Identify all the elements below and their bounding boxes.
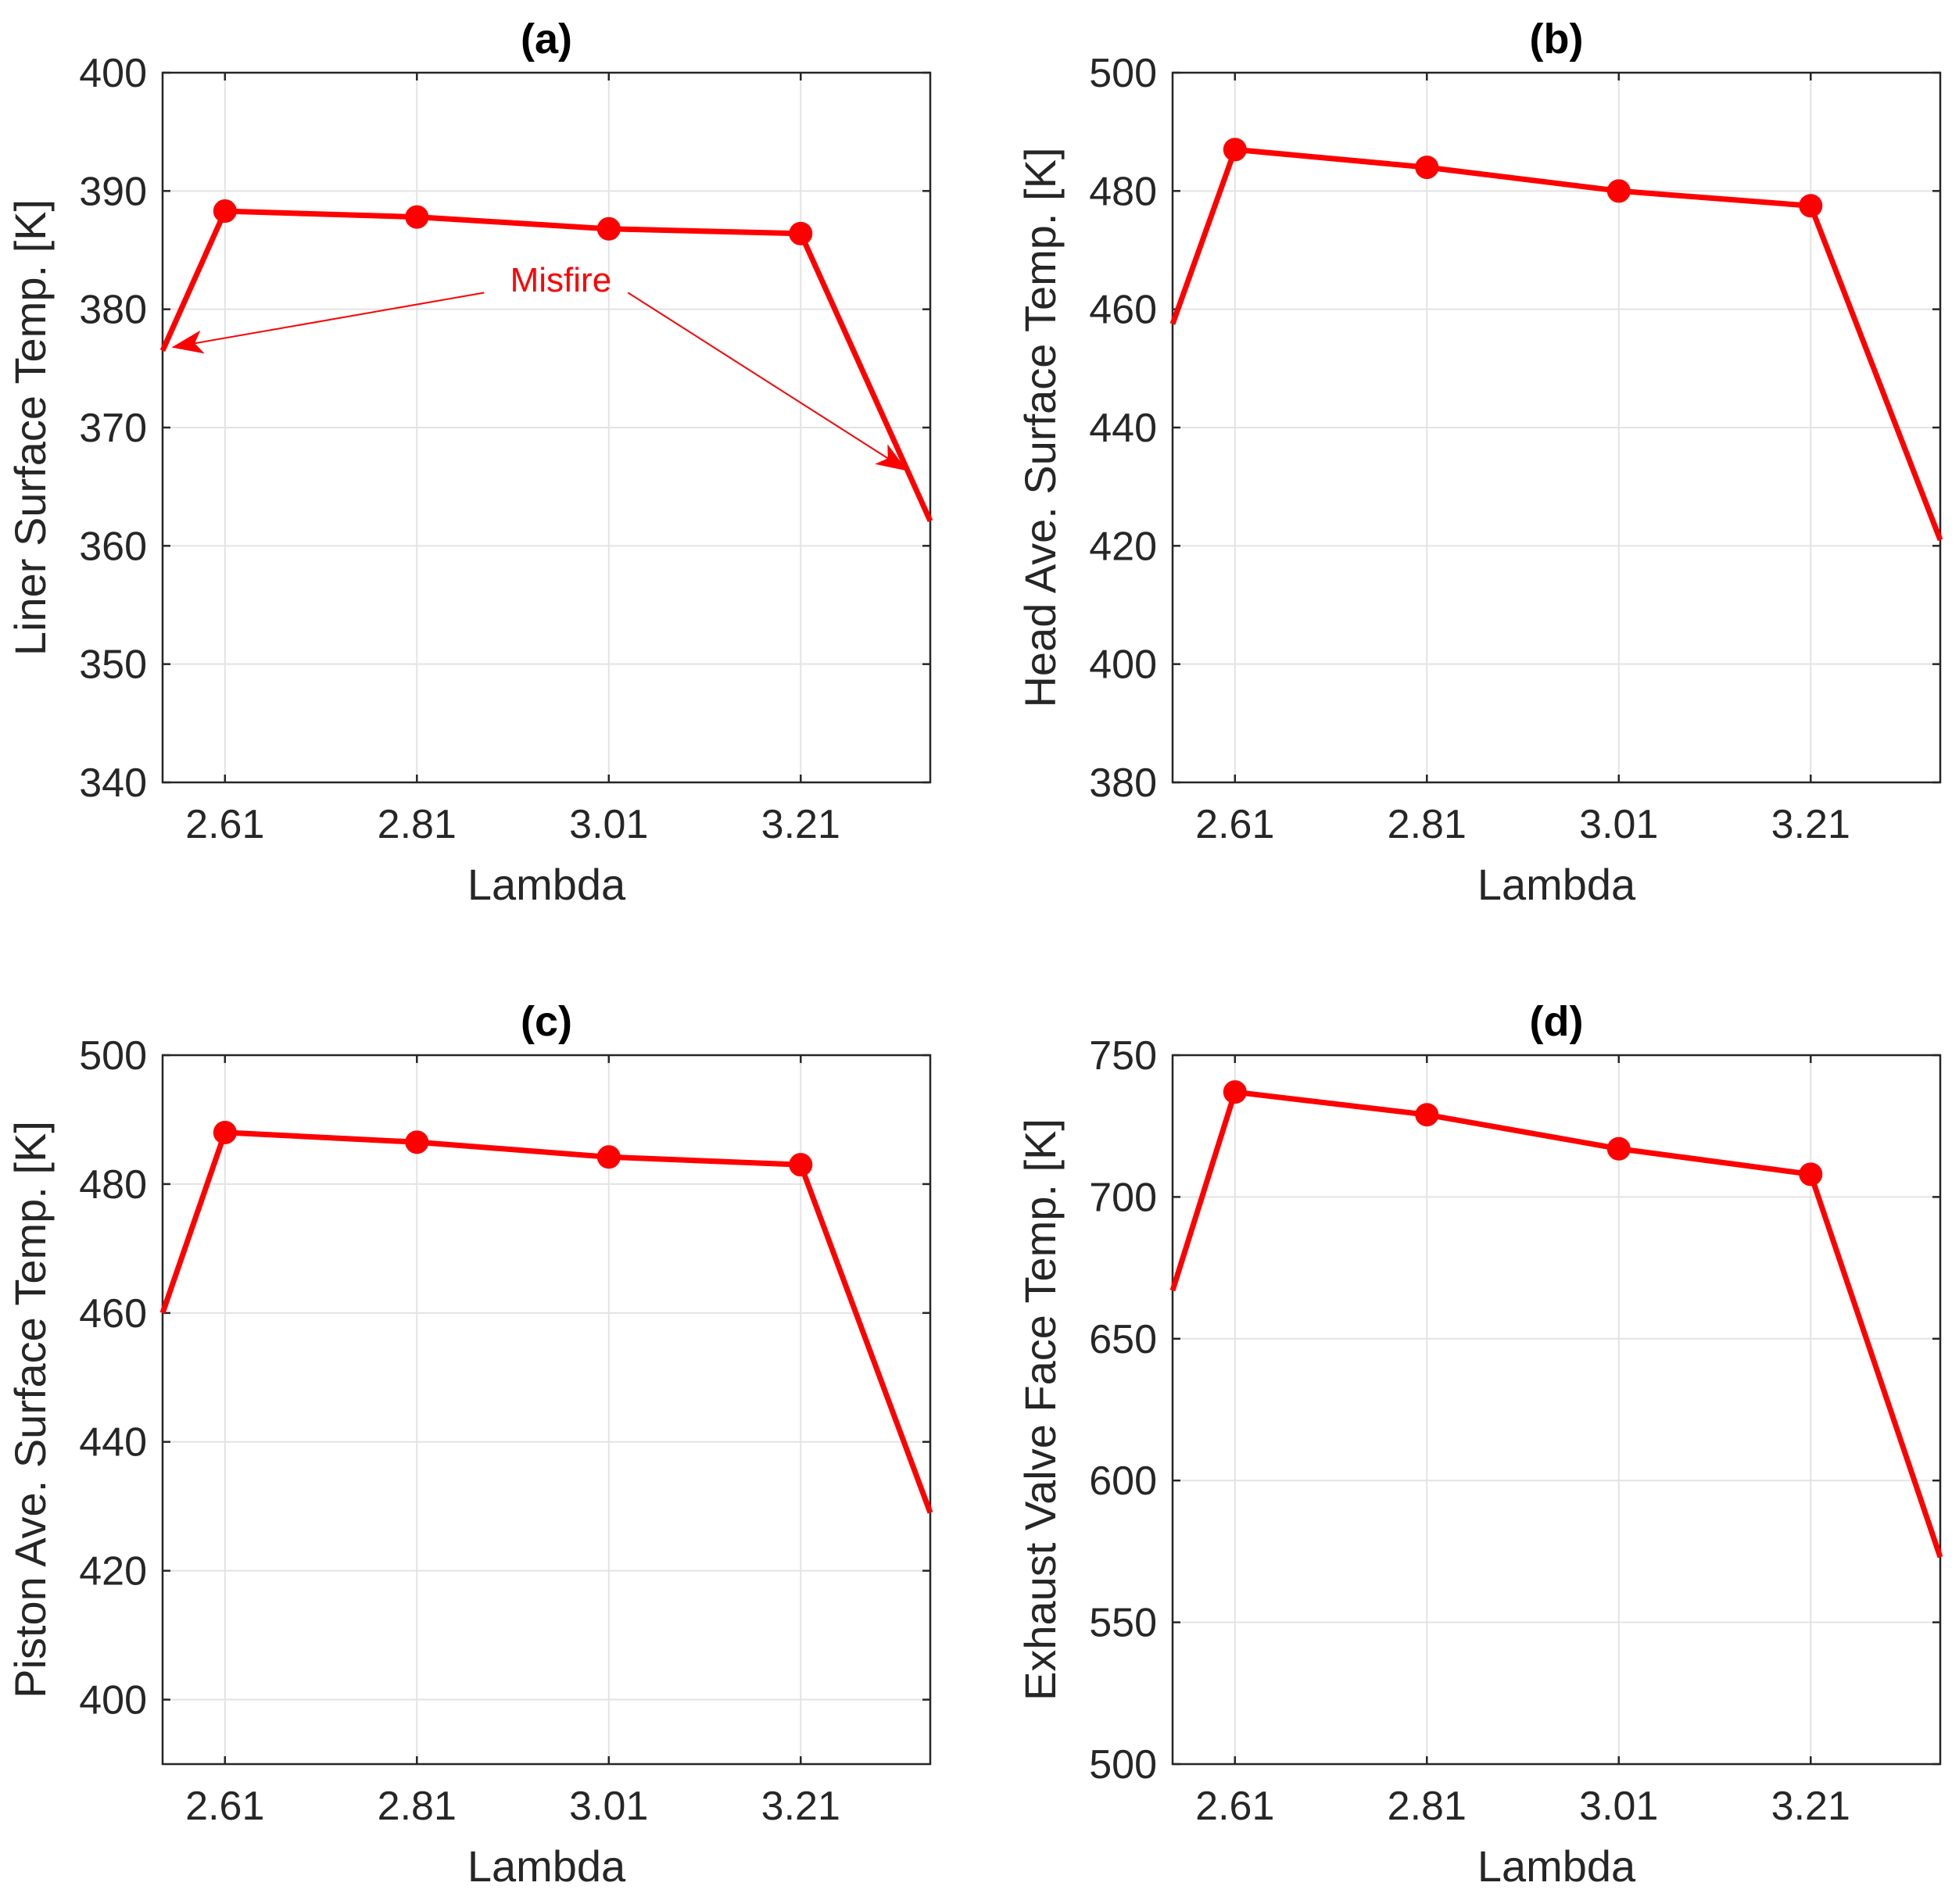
data-point (1606, 1136, 1631, 1161)
y-tick-label: 550 (1089, 1601, 1157, 1646)
series-line (1169, 146, 1943, 542)
x-axis-label: Lambda (1477, 1841, 1636, 1891)
data-point (213, 199, 237, 224)
x-tick-label: 2.61 (1195, 802, 1274, 847)
chart-title: (b) (1530, 16, 1584, 63)
y-axis-label: Head Ave. Surface Temp. [K] (1015, 147, 1065, 707)
y-tick-label: 400 (79, 1678, 147, 1723)
data-point (405, 1130, 429, 1154)
x-axis-label: Lambda (1477, 860, 1636, 909)
axes-box (1171, 1054, 1942, 1766)
y-tick-label: 440 (79, 1420, 147, 1466)
x-tick-label: 3.01 (1579, 802, 1658, 847)
y-tick-label: 700 (1089, 1175, 1157, 1220)
data-point (405, 205, 429, 229)
x-axis-label: Lambda (467, 1841, 626, 1891)
x-tick-label: 2.81 (1388, 1784, 1467, 1829)
plot-area (1173, 1055, 1940, 1764)
y-tick-label: 400 (1089, 642, 1157, 688)
x-tick-label: 3.21 (1771, 1784, 1850, 1829)
x-tick-label: 3.01 (1579, 1784, 1658, 1829)
y-tick-label: 500 (79, 1033, 147, 1079)
y-tick-label: 400 (79, 51, 147, 96)
data-point (1799, 194, 1823, 218)
data-point (596, 1145, 621, 1169)
chart-panel-a: 2.61 2.81 3.01 3.21 340 350 360 370 380 390 400 (a)… (5, 16, 933, 909)
y-tick-label: 340 (79, 761, 147, 806)
data-point (1799, 1162, 1823, 1186)
data-point (213, 1120, 237, 1144)
x-tick-label: 2.81 (378, 1784, 457, 1829)
y-tick-label: 480 (79, 1162, 147, 1208)
data-point (1223, 1080, 1247, 1104)
axes-box (161, 1054, 932, 1766)
x-tick-label: 3.01 (569, 1784, 648, 1829)
y-tick-label: 440 (1089, 406, 1157, 451)
y-tick-label: 360 (79, 524, 147, 569)
y-tick-label: 750 (1089, 1033, 1157, 1079)
y-tick-label: 390 (79, 169, 147, 214)
data-point (1415, 1103, 1439, 1127)
data-point (789, 221, 813, 245)
y-tick-label: 650 (1089, 1317, 1157, 1362)
y-tick-label: 500 (1089, 51, 1157, 96)
y-tick-label: 500 (1089, 1742, 1157, 1788)
data-point (596, 217, 621, 241)
chart-title: (d) (1530, 998, 1584, 1045)
x-axis-label: Lambda (467, 860, 626, 909)
data-point (789, 1153, 813, 1177)
y-tick-label: 420 (1089, 524, 1157, 569)
x-tick-label: 3.21 (761, 802, 840, 847)
y-axis-label: Exhaust Valve Face Temp. [K] (1015, 1118, 1065, 1701)
plot-area (163, 1055, 930, 1764)
data-point (1223, 138, 1247, 162)
x-tick-label: 3.01 (569, 802, 648, 847)
y-tick-label: 600 (1089, 1458, 1157, 1504)
y-axis-label: Piston Ave. Surface Temp. [K] (5, 1121, 55, 1698)
x-tick-label: 2.81 (1388, 802, 1467, 847)
chart-title: (a) (521, 16, 572, 63)
y-tick-label: 420 (79, 1549, 147, 1594)
data-point (1415, 156, 1439, 180)
x-tick-label: 3.21 (1771, 802, 1850, 847)
y-tick-label: 370 (79, 406, 147, 451)
y-tick-label: 460 (79, 1291, 147, 1337)
x-tick-label: 2.81 (378, 802, 457, 847)
data-point (1606, 179, 1631, 203)
x-tick-label: 2.61 (185, 802, 264, 847)
y-axis-label: Liner Surface Temp. [K] (5, 199, 55, 656)
annotation-arrow (171, 292, 485, 354)
annotation-arrow (627, 292, 908, 471)
series-line (1169, 1089, 1943, 1559)
y-tick-label: 480 (1089, 169, 1157, 214)
y-tick-label: 350 (79, 642, 147, 688)
x-tick-label: 2.61 (1195, 1784, 1274, 1829)
chart-panel-c: 2.61 2.81 3.01 3.21 400 420 440 460 480 500 (c) Lam… (5, 998, 933, 1891)
chart-title: (c) (521, 998, 572, 1045)
y-tick-label: 380 (79, 288, 147, 333)
y-tick-label: 380 (1089, 761, 1157, 806)
x-tick-label: 2.61 (185, 1784, 264, 1829)
chart-panel-b: 2.61 2.81 3.01 3.21 380 400 420 440 460 480 500 (b)… (1015, 16, 1943, 909)
annotation-label: Misfire (510, 261, 612, 299)
chart-panel-d: 2.61 2.81 3.01 3.21 500 550 600 650 700 750 (d) Lam… (1015, 998, 1943, 1891)
series-line (159, 1129, 933, 1514)
x-tick-label: 3.21 (761, 1784, 840, 1829)
series-line (159, 208, 933, 523)
y-tick-label: 460 (1089, 288, 1157, 333)
